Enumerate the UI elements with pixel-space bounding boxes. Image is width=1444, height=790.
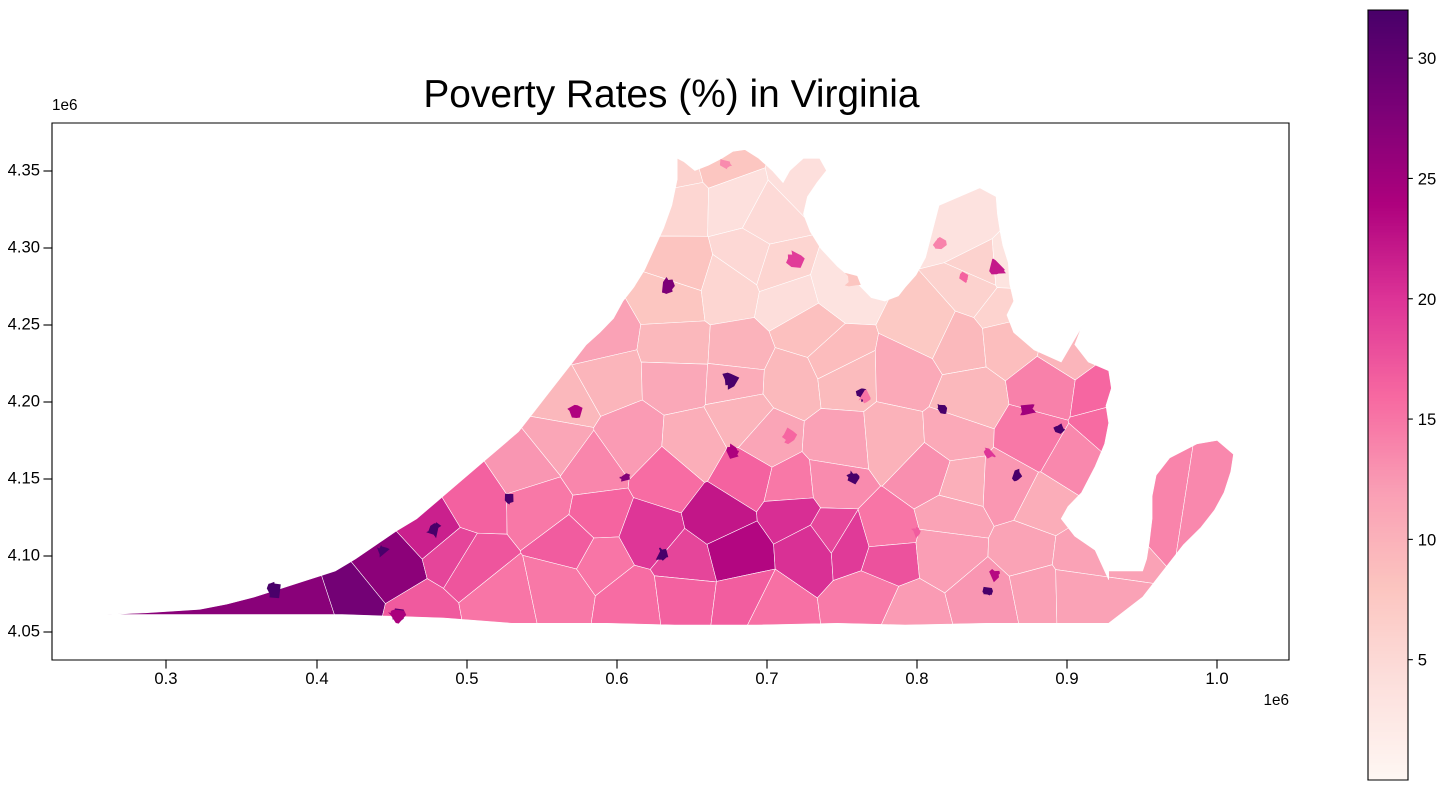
svg-text:25: 25 [1418, 169, 1437, 188]
svg-text:4.20: 4.20 [8, 391, 40, 410]
svg-text:1e6: 1e6 [52, 97, 77, 114]
svg-text:30: 30 [1418, 49, 1437, 68]
svg-text:15: 15 [1418, 410, 1437, 429]
svg-text:5: 5 [1418, 651, 1427, 670]
svg-text:0.4: 0.4 [305, 669, 328, 688]
svg-text:Poverty Rates (%) in Virginia: Poverty Rates (%) in Virginia [423, 73, 920, 116]
svg-text:1.0: 1.0 [1205, 669, 1228, 688]
svg-text:0.9: 0.9 [1055, 669, 1078, 688]
svg-text:0.6: 0.6 [605, 669, 628, 688]
svg-text:4.05: 4.05 [8, 621, 40, 640]
svg-text:4.35: 4.35 [8, 160, 40, 179]
svg-text:0.5: 0.5 [455, 669, 478, 688]
svg-text:20: 20 [1418, 290, 1437, 309]
svg-text:4.30: 4.30 [8, 237, 40, 256]
svg-text:0.3: 0.3 [154, 669, 177, 688]
svg-text:1e6: 1e6 [1264, 692, 1289, 709]
svg-text:0.8: 0.8 [905, 669, 928, 688]
svg-text:4.25: 4.25 [8, 314, 40, 333]
svg-text:0.7: 0.7 [755, 669, 778, 688]
svg-text:10: 10 [1418, 530, 1437, 549]
svg-text:4.15: 4.15 [8, 468, 40, 487]
svg-text:4.10: 4.10 [8, 545, 40, 564]
